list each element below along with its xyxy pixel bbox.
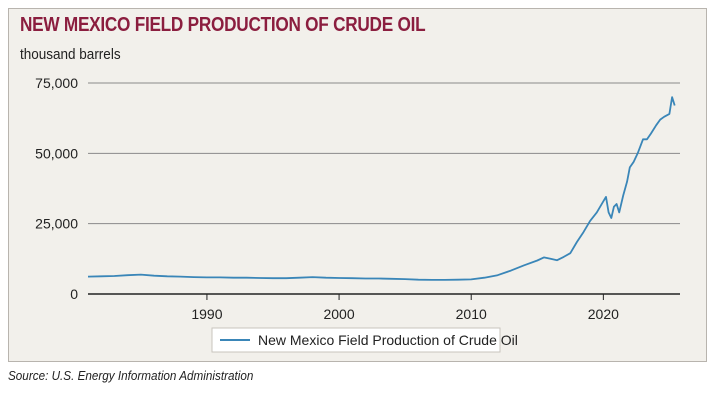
line-chart: 0 25,000 50,000 75,000 1990 2000 2010 2020 New … (35, 75, 680, 353)
gridlines (88, 82, 680, 225)
legend-box (211, 327, 501, 353)
x-tick-label: 2020 (588, 306, 619, 322)
y-tick-label: 0 (70, 286, 78, 302)
legend: New Mexico Field Production of Crude Oil (211, 327, 518, 353)
axes: 0 25,000 50,000 75,000 1990 2000 2010 2020 (35, 75, 680, 322)
chart-panel (8, 8, 707, 362)
series-line-0 (87, 96, 676, 281)
y-tick-label: 25,000 (35, 216, 78, 232)
x-tick-label: 2010 (456, 306, 487, 322)
y-tick-label: 50,000 (35, 145, 78, 161)
chart-subtitle: thousand barrels (20, 46, 121, 63)
series-layer (87, 96, 676, 281)
legend-label: New Mexico Field Production of Crude Oil (258, 332, 518, 348)
chart-title: NEW MEXICO FIELD PRODUCTION OF CRUDE OIL (20, 14, 426, 36)
y-tick-label: 75,000 (35, 75, 78, 91)
x-tick-label: 2000 (323, 306, 354, 322)
source-note: Source: U.S. Energy Information Administ… (8, 368, 254, 383)
x-tick-label: 1990 (191, 306, 222, 322)
